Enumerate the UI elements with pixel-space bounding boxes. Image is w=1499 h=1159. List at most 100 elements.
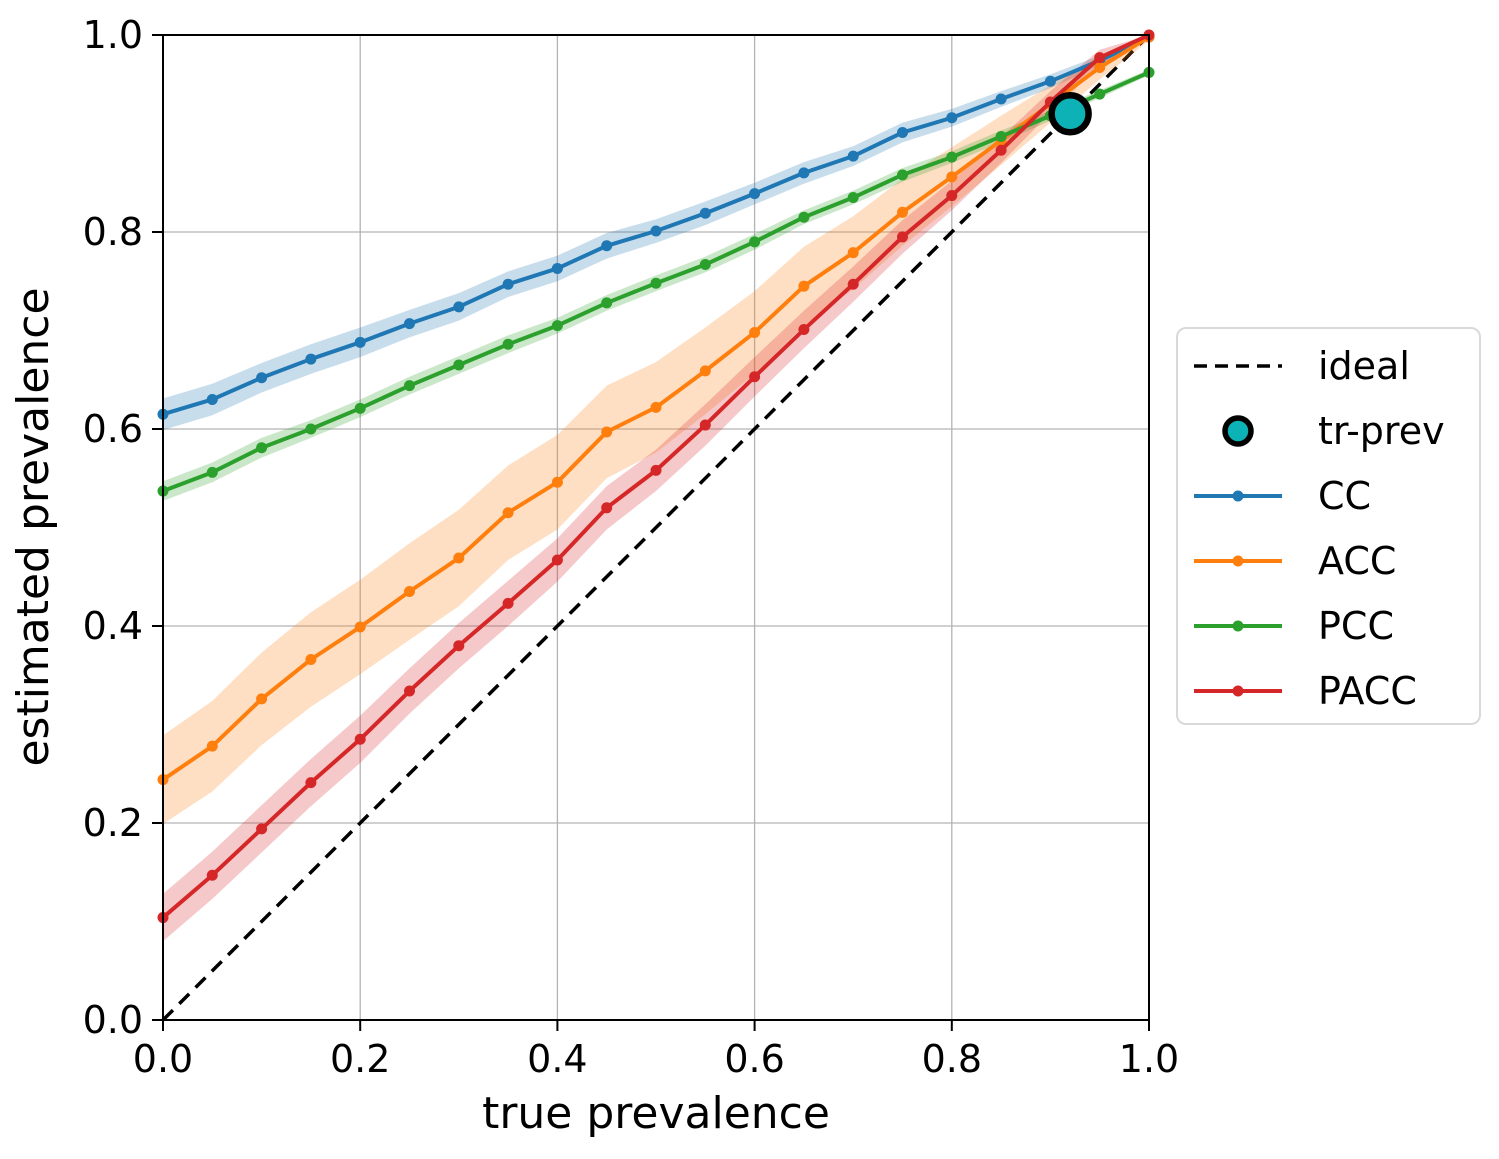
series-marker-CC [551, 262, 563, 274]
series-marker-PACC [749, 371, 761, 383]
series-marker-PACC [453, 640, 465, 652]
x-tick-label: 1.0 [1119, 1037, 1179, 1081]
plot-border [162, 34, 1150, 1021]
series-marker-CC [404, 318, 415, 330]
y-tick-label: 0.0 [83, 998, 143, 1042]
series-marker-PCC [995, 130, 1007, 142]
legend-item-ideal: ideal [1192, 333, 1479, 398]
x-tick-label: 0.4 [527, 1037, 587, 1081]
series-marker-PCC [1094, 88, 1106, 100]
series-marker-PACC [699, 419, 711, 431]
legend-item-cc: CC [1192, 463, 1479, 528]
series-marker-PACC [305, 777, 317, 789]
series-marker-PACC [601, 502, 613, 514]
series-marker-PCC [847, 192, 859, 204]
series-marker-CC [847, 150, 859, 162]
series-marker-PCC [798, 211, 810, 223]
series-marker-CC [699, 207, 711, 219]
series-marker-PACC [847, 278, 859, 290]
line-marker-icon [1194, 620, 1282, 631]
series-marker-CC [601, 240, 613, 252]
series-marker-CC [897, 127, 908, 139]
series-marker-ACC [551, 476, 563, 488]
series-marker-PCC [502, 338, 514, 350]
legend-item-pcc: PCC [1192, 593, 1479, 658]
legend-item-pacc: PACC [1192, 658, 1479, 723]
line-marker-icon [1194, 555, 1282, 566]
x-tick-label: 0.8 [922, 1037, 982, 1081]
series-marker-CC [995, 93, 1007, 105]
y-axis-label: estimated prevalence [8, 287, 59, 767]
legend-label: CC [1318, 473, 1372, 518]
series-marker-ACC [206, 740, 218, 752]
series-marker-CC [502, 278, 514, 290]
series-marker-CC [1044, 75, 1056, 87]
series-marker-ACC [699, 365, 711, 377]
series-marker-CC [206, 393, 218, 405]
series-marker-CC [256, 372, 268, 384]
series-marker-ACC [453, 552, 465, 564]
series-marker-ACC [256, 693, 268, 705]
series-marker-ACC [650, 401, 662, 413]
x-axis-label: true prevalence [482, 1088, 830, 1139]
series-marker-PCC [354, 402, 366, 414]
series-marker-ACC [897, 206, 908, 218]
circle-marker-icon [1222, 414, 1254, 447]
ideal-line [161, 33, 1151, 1022]
y-tick-label: 0.2 [83, 801, 143, 845]
series-marker-PACC [256, 823, 268, 835]
series-marker-PCC [256, 442, 268, 454]
series-marker-ACC [946, 171, 958, 183]
series-marker-PCC [551, 320, 563, 332]
series-marker-ACC [354, 621, 366, 633]
legend-label: tr-prev [1318, 408, 1445, 453]
series-marker-ACC [404, 586, 415, 598]
series-marker-PACC [995, 144, 1007, 156]
series-marker-CC [354, 336, 366, 348]
series-marker-PCC [897, 169, 908, 181]
series-marker-PACC [206, 869, 218, 881]
legend-label: ACC [1318, 538, 1397, 583]
dashed-line-icon [1194, 363, 1282, 368]
series-marker-CC [305, 353, 317, 365]
y-tick-label: 1.0 [83, 13, 143, 57]
legend-item-tr-prev: tr-prev [1192, 398, 1479, 463]
series-marker-ACC [305, 653, 317, 665]
series-marker-PCC [946, 151, 958, 163]
series-marker-PACC [502, 597, 514, 609]
y-tick-label: 0.4 [83, 604, 143, 648]
x-tick-label: 0.2 [330, 1037, 390, 1081]
series-marker-PACC [946, 190, 958, 202]
series-marker-PACC [798, 324, 810, 336]
legend-label: PACC [1318, 668, 1417, 713]
series-marker-PCC [601, 297, 613, 309]
series-marker-CC [798, 167, 810, 179]
series-marker-ACC [502, 507, 514, 519]
line-marker-icon [1194, 490, 1282, 501]
series-marker-ACC [798, 280, 810, 292]
series-marker-PCC [453, 359, 465, 371]
series-marker-PACC [650, 464, 662, 476]
series-marker-CC [650, 225, 662, 237]
series-marker-ACC [847, 247, 859, 259]
series-marker-PCC [699, 259, 711, 271]
series-marker-PACC [1094, 52, 1106, 64]
y-tick-label: 0.6 [83, 407, 143, 451]
y-tick-label: 0.8 [83, 210, 143, 254]
series-marker-PACC [551, 554, 563, 566]
series-marker-PACC [404, 685, 415, 697]
legend-label: ideal [1318, 343, 1410, 388]
series-marker-PACC [354, 733, 366, 745]
line-marker-icon [1194, 685, 1282, 696]
tr-prev-marker [1048, 92, 1092, 136]
legend-item-acc: ACC [1192, 528, 1479, 593]
series-marker-CC [453, 301, 465, 313]
series-marker-ACC [601, 426, 613, 438]
series-marker-ACC [1094, 62, 1106, 74]
series-marker-PCC [650, 277, 662, 289]
series-marker-ACC [749, 326, 761, 338]
series-marker-PCC [206, 466, 218, 478]
series-marker-CC [946, 112, 958, 124]
series-marker-PACC [897, 231, 908, 243]
